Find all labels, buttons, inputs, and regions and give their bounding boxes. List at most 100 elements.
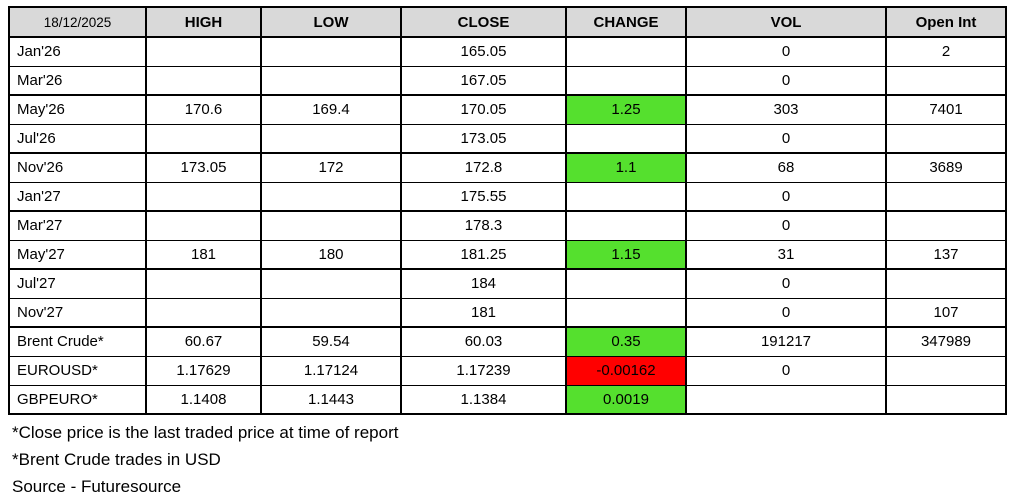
- contract-label: Jul'27: [8, 268, 147, 299]
- source-line: Source - Futuresource: [12, 477, 182, 496]
- high-cell: 170.6: [145, 94, 262, 125]
- open-int-cell: 137: [885, 239, 1007, 270]
- open-int-cell: [885, 210, 1007, 241]
- low-cell: 59.54: [260, 326, 402, 357]
- low-cell: [260, 65, 402, 96]
- open-int-cell: 2: [885, 36, 1007, 67]
- close-cell: 181: [400, 297, 567, 328]
- table-row: Brent Crude* 60.67 59.54 60.03 0.35 1912…: [8, 326, 1007, 357]
- column-header-vol: VOL: [685, 6, 887, 38]
- table-row: May'26 170.6 169.4 170.05 1.25 303 7401: [8, 94, 1007, 125]
- vol-cell: 0: [685, 123, 887, 154]
- high-cell: [145, 181, 262, 212]
- vol-cell: 0: [685, 210, 887, 241]
- contract-label: EUROUSD*: [8, 355, 147, 386]
- footnotes: *Close price is the last traded price at…: [12, 423, 1013, 497]
- high-cell: [145, 123, 262, 154]
- change-cell: [565, 210, 687, 241]
- close-cell: 1.17239: [400, 355, 567, 386]
- high-cell: 181: [145, 239, 262, 270]
- change-cell: 1.1: [565, 152, 687, 183]
- vol-cell: 191217: [685, 326, 887, 357]
- vol-cell: 0: [685, 297, 887, 328]
- vol-cell: 0: [685, 355, 887, 386]
- open-int-cell: [885, 123, 1007, 154]
- close-cell: 175.55: [400, 181, 567, 212]
- high-cell: [145, 65, 262, 96]
- open-int-cell: 3689: [885, 152, 1007, 183]
- table-row: Jan'27 175.55 0: [8, 181, 1007, 212]
- open-int-cell: [885, 181, 1007, 212]
- low-cell: [260, 297, 402, 328]
- close-cell: 173.05: [400, 123, 567, 154]
- contract-label: Nov'27: [8, 297, 147, 328]
- change-cell: 1.25: [565, 94, 687, 125]
- column-header-change: CHANGE: [565, 6, 687, 38]
- table-row: Nov'26 173.05 172 172.8 1.1 68 3689: [8, 152, 1007, 183]
- close-cell: 60.03: [400, 326, 567, 357]
- low-cell: [260, 210, 402, 241]
- vol-cell: 0: [685, 181, 887, 212]
- close-cell: 1.1384: [400, 384, 567, 415]
- low-cell: 169.4: [260, 94, 402, 125]
- open-int-cell: 7401: [885, 94, 1007, 125]
- column-header-open-int: Open Int: [885, 6, 1007, 38]
- futures-price-table: 18/12/2025 HIGH LOW CLOSE CHANGE VOL Ope…: [8, 6, 1007, 415]
- high-cell: 60.67: [145, 326, 262, 357]
- high-cell: [145, 210, 262, 241]
- table-row: Mar'27 178.3 0: [8, 210, 1007, 241]
- close-cell: 178.3: [400, 210, 567, 241]
- low-cell: [260, 268, 402, 299]
- close-cell: 170.05: [400, 94, 567, 125]
- change-cell: [565, 65, 687, 96]
- report-date: 18/12/2025: [8, 6, 147, 38]
- high-cell: 1.17629: [145, 355, 262, 386]
- footnote-close-price: *Close price is the last traded price at…: [12, 423, 399, 442]
- open-int-cell: 107: [885, 297, 1007, 328]
- vol-cell: 0: [685, 36, 887, 67]
- contract-label: Jan'27: [8, 181, 147, 212]
- close-cell: 181.25: [400, 239, 567, 270]
- contract-label: Nov'26: [8, 152, 147, 183]
- change-cell: [565, 123, 687, 154]
- table-row: Jan'26 165.05 0 2: [8, 36, 1007, 67]
- change-cell: 0.35: [565, 326, 687, 357]
- header-row: 18/12/2025 HIGH LOW CLOSE CHANGE VOL Ope…: [8, 6, 1007, 38]
- column-header-high: HIGH: [145, 6, 262, 38]
- table-row: Jul'27 184 0: [8, 268, 1007, 299]
- vol-cell: [685, 384, 887, 415]
- low-cell: 172: [260, 152, 402, 183]
- high-cell: 1.1408: [145, 384, 262, 415]
- column-header-low: LOW: [260, 6, 402, 38]
- low-cell: [260, 36, 402, 67]
- change-cell: -0.00162: [565, 355, 687, 386]
- high-cell: [145, 36, 262, 67]
- table-row: Jul'26 173.05 0: [8, 123, 1007, 154]
- table-row: GBPEURO* 1.1408 1.1443 1.1384 0.0019: [8, 384, 1007, 415]
- contract-label: Mar'27: [8, 210, 147, 241]
- change-cell: [565, 36, 687, 67]
- close-cell: 184: [400, 268, 567, 299]
- high-cell: [145, 268, 262, 299]
- table-row: Mar'26 167.05 0: [8, 65, 1007, 96]
- table-row: May'27 181 180 181.25 1.15 31 137: [8, 239, 1007, 270]
- high-cell: 173.05: [145, 152, 262, 183]
- low-cell: [260, 181, 402, 212]
- contract-label: May'27: [8, 239, 147, 270]
- low-cell: [260, 123, 402, 154]
- vol-cell: 303: [685, 94, 887, 125]
- contract-label: May'26: [8, 94, 147, 125]
- contract-label: GBPEURO*: [8, 384, 147, 415]
- high-cell: [145, 297, 262, 328]
- change-cell: [565, 297, 687, 328]
- table-row: EUROUSD* 1.17629 1.17124 1.17239 -0.0016…: [8, 355, 1007, 386]
- contract-label: Brent Crude*: [8, 326, 147, 357]
- close-cell: 165.05: [400, 36, 567, 67]
- vol-cell: 0: [685, 268, 887, 299]
- change-cell: 0.0019: [565, 384, 687, 415]
- open-int-cell: [885, 355, 1007, 386]
- contract-label: Jan'26: [8, 36, 147, 67]
- change-cell: 1.15: [565, 239, 687, 270]
- open-int-cell: [885, 384, 1007, 415]
- low-cell: 1.1443: [260, 384, 402, 415]
